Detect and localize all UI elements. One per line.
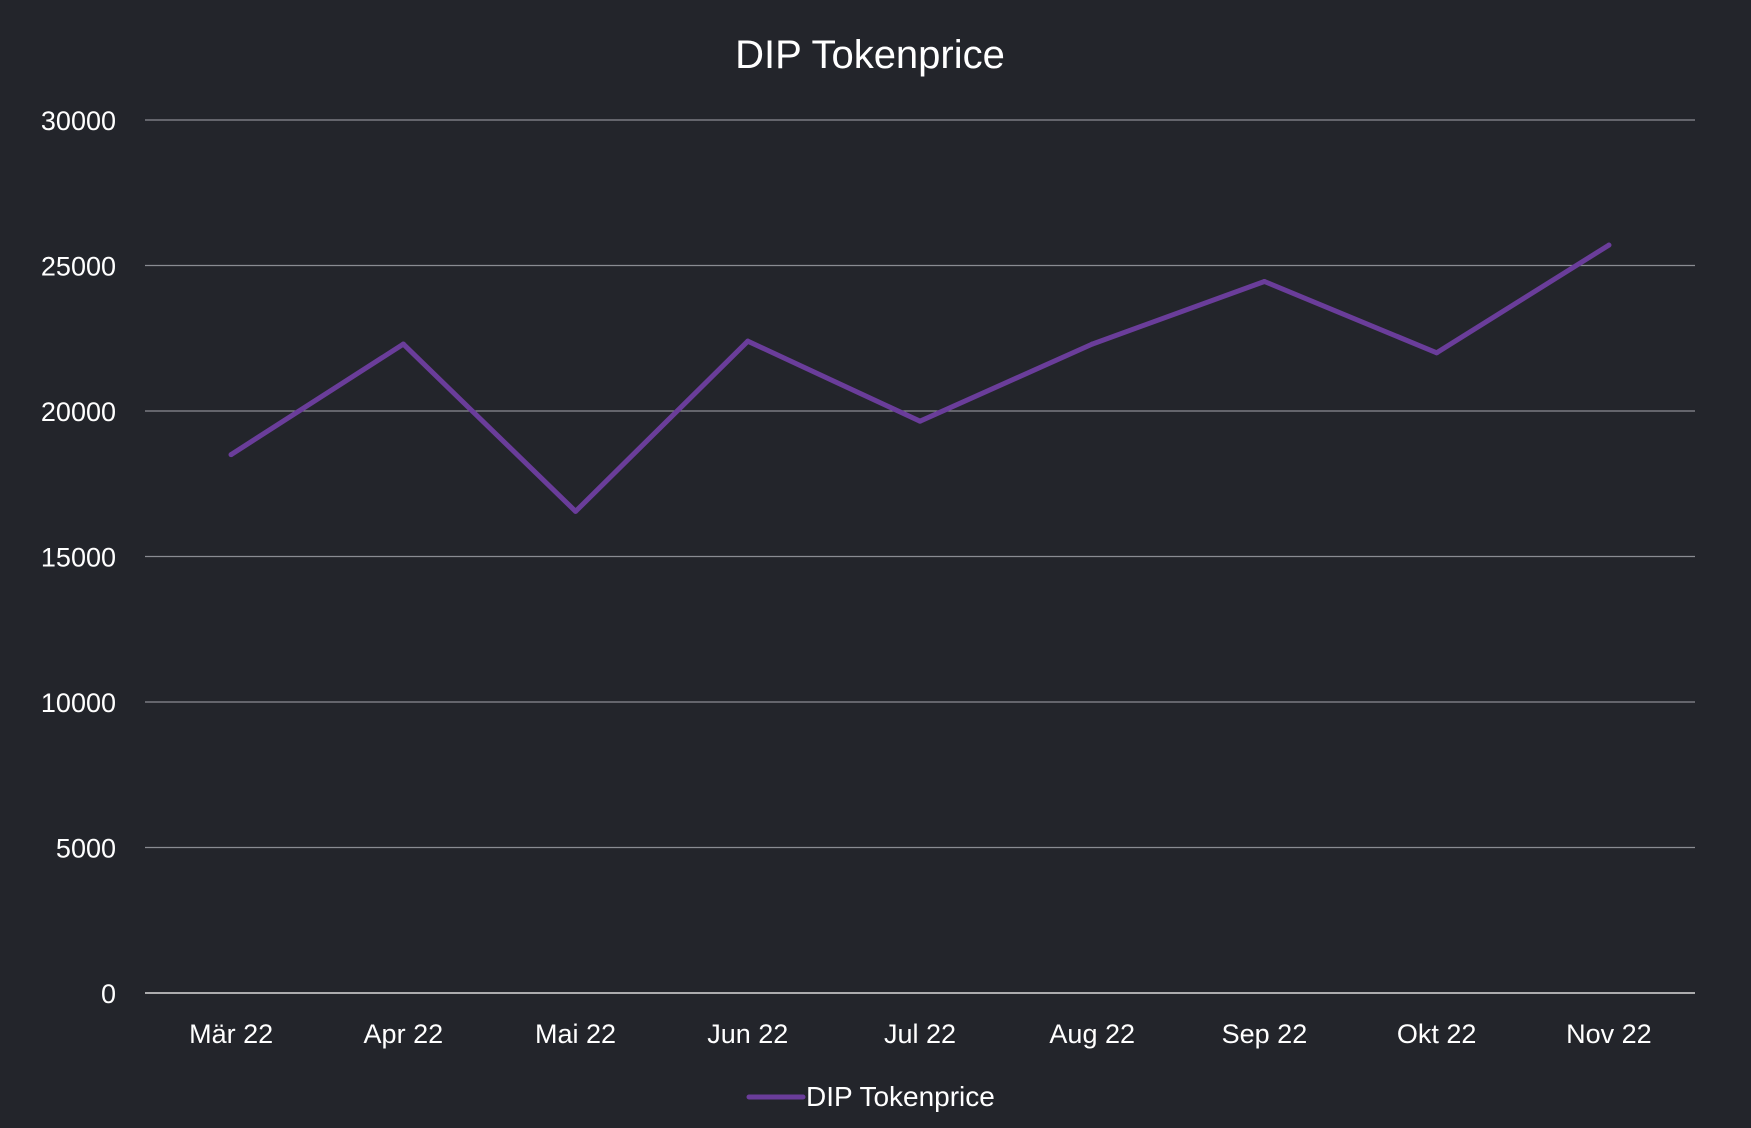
y-tick-label: 15000 xyxy=(41,543,116,573)
data-point xyxy=(1606,242,1612,248)
chart-title: DIP Tokenprice xyxy=(735,33,1005,77)
legend: DIP Tokenprice xyxy=(746,1081,995,1112)
x-tick-label: Sep 22 xyxy=(1222,1019,1308,1049)
x-tick-label: Aug 22 xyxy=(1049,1019,1135,1049)
x-tick-label: Apr 22 xyxy=(364,1019,444,1049)
y-tick-label: 20000 xyxy=(41,397,116,427)
x-tick-label: Nov 22 xyxy=(1566,1019,1652,1049)
data-point xyxy=(917,418,923,424)
x-tick-label: Jul 22 xyxy=(884,1019,956,1049)
data-point xyxy=(573,508,579,514)
x-tick-label: Mär 22 xyxy=(189,1019,273,1049)
x-axis-tick-labels: Mär 22 Apr 22 Mai 22 Jun 22 Jul 22 Aug 22 Sep … xyxy=(189,1019,1652,1049)
data-point xyxy=(400,341,406,347)
y-tick-label: 30000 xyxy=(41,106,116,136)
x-tick-label: Jun 22 xyxy=(707,1019,788,1049)
legend-label: DIP Tokenprice xyxy=(806,1081,995,1112)
data-point xyxy=(745,338,751,344)
gridlines xyxy=(145,119,1695,994)
y-axis-tick-labels: 0 5000 10000 15000 20000 25000 30000 xyxy=(41,106,116,1009)
data-point xyxy=(1089,341,1095,347)
data-point xyxy=(1434,350,1440,356)
y-tick-label: 5000 xyxy=(56,834,116,864)
y-tick-label: 0 xyxy=(101,979,116,1009)
x-tick-label: Okt 22 xyxy=(1397,1019,1477,1049)
data-point xyxy=(228,452,234,458)
data-point xyxy=(1261,279,1267,285)
y-tick-label: 10000 xyxy=(41,688,116,718)
y-tick-label: 25000 xyxy=(41,252,116,282)
x-tick-label: Mai 22 xyxy=(535,1019,616,1049)
series-lines xyxy=(228,242,1612,514)
